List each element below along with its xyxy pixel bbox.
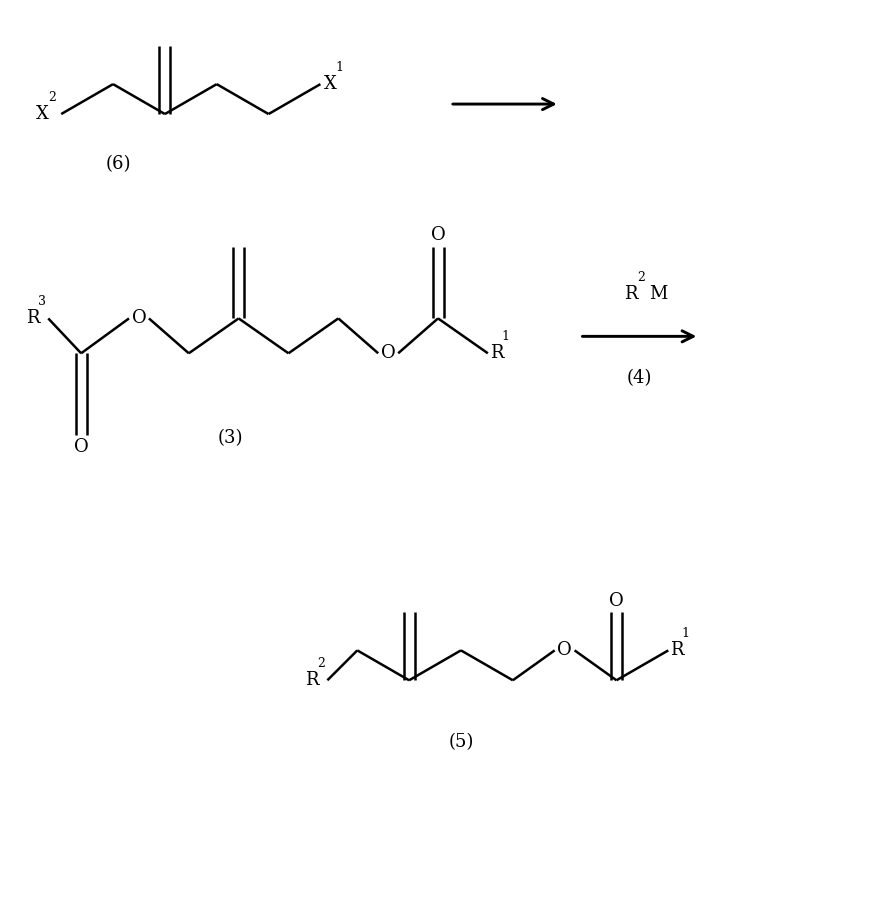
Text: 1: 1 [336,61,344,74]
Text: 1: 1 [502,330,509,343]
Text: O: O [73,438,89,456]
Text: 2: 2 [317,656,324,670]
Text: 1: 1 [682,627,690,640]
Text: (5): (5) [448,733,474,751]
Text: M: M [650,286,668,304]
Text: X: X [324,75,337,93]
Text: 3: 3 [38,295,46,308]
Text: O: O [381,344,395,362]
Text: R: R [306,672,319,690]
Text: (3): (3) [218,429,244,447]
Text: R: R [26,310,39,328]
Text: X: X [36,105,49,123]
Text: O: O [431,225,445,243]
Text: (4): (4) [626,369,652,387]
Text: O: O [557,641,572,659]
Text: R: R [670,641,684,659]
Text: R: R [625,286,638,304]
Text: O: O [132,310,146,328]
Text: (6): (6) [105,154,131,173]
Text: 2: 2 [637,271,645,284]
Text: O: O [609,592,624,610]
Text: R: R [490,344,504,362]
Text: 2: 2 [47,91,56,103]
